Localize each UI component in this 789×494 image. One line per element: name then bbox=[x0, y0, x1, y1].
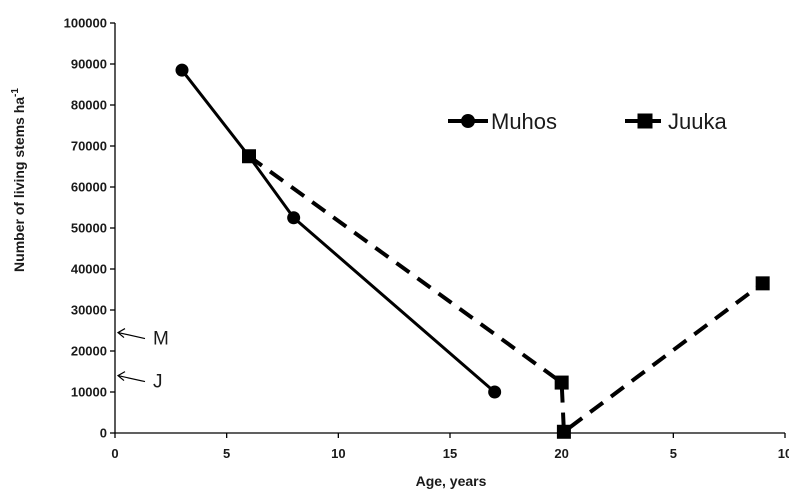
annotation-arrow-line bbox=[117, 375, 146, 383]
data-point-juuka bbox=[556, 424, 571, 439]
annotation-m: M bbox=[116, 328, 169, 350]
x-tick-label: 0 bbox=[111, 446, 118, 461]
annotation-arrow-line bbox=[117, 331, 146, 340]
annotation-j: J bbox=[116, 371, 163, 393]
data-point-muhos bbox=[488, 385, 502, 399]
y-tick-label: 80000 bbox=[71, 98, 107, 113]
series-muhos bbox=[175, 63, 502, 399]
series-line-juuka bbox=[247, 154, 764, 434]
y-tick-label: 0 bbox=[100, 426, 107, 441]
annotation-arrowhead bbox=[116, 371, 126, 382]
x-tick-label: 5 bbox=[670, 446, 677, 461]
x-axis: 0 5 10 15 20 5 10 bbox=[111, 432, 789, 461]
legend-marker-muhos bbox=[461, 114, 475, 128]
y-tick-label: 50000 bbox=[71, 221, 107, 236]
legend-label-muhos: Muhos bbox=[491, 109, 557, 134]
y-tick-label: 10000 bbox=[71, 385, 107, 400]
y-tick-label: 100000 bbox=[64, 16, 107, 31]
x-tick-label: 5 bbox=[223, 446, 230, 461]
x-tick-label: 15 bbox=[443, 446, 457, 461]
legend-marker-juuka bbox=[637, 113, 653, 129]
y-tick-label: 20000 bbox=[71, 344, 107, 359]
legend-label-juuka: Juuka bbox=[668, 109, 727, 134]
x-tick-label: 20 bbox=[554, 446, 568, 461]
y-axis: 0 10000 20000 30000 40000 50000 60000 70000 8000… bbox=[64, 16, 116, 441]
annotation-label: J bbox=[153, 372, 163, 393]
data-point-juuka bbox=[242, 149, 256, 164]
data-point-juuka bbox=[755, 276, 770, 291]
y-axis-title-superscript: -1 bbox=[10, 88, 21, 97]
y-axis-title: Number of living stems ha-1 bbox=[10, 88, 27, 272]
y-tick-label: 70000 bbox=[71, 139, 107, 154]
series-juuka bbox=[242, 149, 770, 439]
y-tick-label: 30000 bbox=[71, 303, 107, 318]
y-tick-label: 90000 bbox=[71, 57, 107, 72]
series-line-muhos bbox=[180, 69, 496, 394]
annotation-arrowhead bbox=[116, 328, 126, 339]
legend-item-juuka: Juuka bbox=[625, 109, 727, 134]
series-layer bbox=[175, 63, 770, 439]
y-tick-label: 60000 bbox=[71, 180, 107, 195]
data-point-muhos bbox=[175, 63, 189, 77]
y-axis-title-main: Number of living stems ha bbox=[11, 97, 27, 272]
legend-item-muhos: Muhos bbox=[448, 109, 557, 134]
annotation-label: M bbox=[153, 329, 169, 350]
annotation-layer: MJ bbox=[116, 328, 169, 393]
x-tick-label: 10 bbox=[331, 446, 345, 461]
y-tick-label: 40000 bbox=[71, 262, 107, 277]
data-point-juuka bbox=[554, 375, 569, 390]
x-tick-label: 10 bbox=[778, 446, 789, 461]
data-point-muhos bbox=[287, 211, 301, 225]
x-axis-title: Age, years bbox=[416, 473, 487, 489]
legend: Muhos Juuka bbox=[448, 109, 727, 134]
